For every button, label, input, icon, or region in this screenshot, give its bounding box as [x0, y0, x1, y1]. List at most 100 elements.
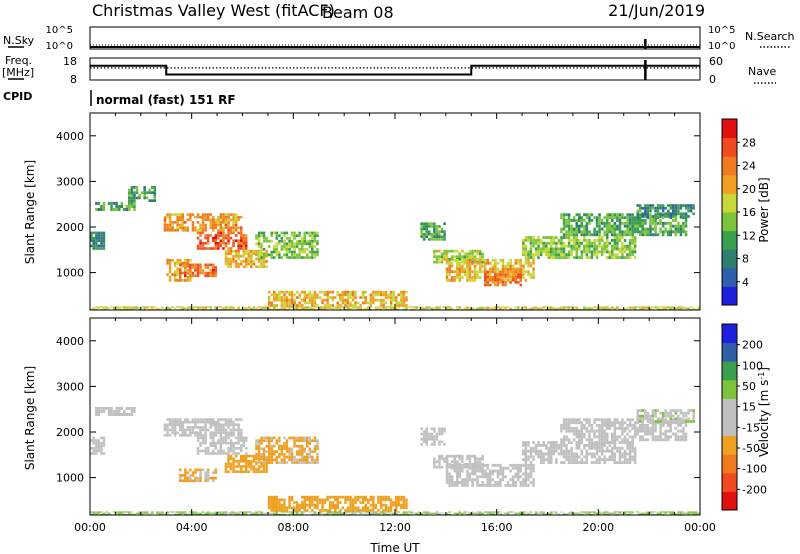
- velocity-xtick-label-1: 04:00: [176, 521, 208, 534]
- power-region-17: [90, 306, 700, 310]
- power-colorbar-segment-6: [722, 174, 737, 194]
- velocity-heatmap: [90, 406, 700, 515]
- power-region-2: [128, 186, 156, 202]
- velocity-xtick-label-3: 12:00: [379, 521, 411, 534]
- nave-ytick-bottom: 0: [709, 73, 716, 86]
- velocity-region-11: [522, 441, 637, 464]
- power-cbar-tick-label-5: 24: [742, 160, 756, 173]
- velocity-colorbar-label-end: ]: [757, 367, 771, 372]
- velocity-xtick-label-5: 20:00: [582, 521, 614, 534]
- power-cbar-tick-label-1: 8: [742, 253, 749, 266]
- nave-label: Nave: [748, 65, 776, 78]
- velocity-ytick-label-3: 4000: [56, 335, 84, 348]
- noise-right-label: N.Search: [745, 30, 795, 43]
- velocity-region-7: [267, 495, 408, 512]
- velocity-region-5: [224, 454, 268, 473]
- velocity-colorbar-segment-5: [722, 398, 737, 418]
- velocity-cbar-tick-label-4: -15: [742, 421, 760, 434]
- power-cbar-tick-label-3: 16: [742, 206, 756, 219]
- velocity-region-6: [255, 436, 319, 464]
- power-heatmap: [90, 186, 700, 310]
- power-region-13: [484, 268, 522, 287]
- velocity-region-1: [95, 406, 136, 416]
- noise-ytick-top-left: 10^5: [46, 25, 73, 36]
- velocity-region-4: [179, 468, 217, 483]
- noise-ytick-bottom-right: 10^0: [708, 41, 735, 52]
- power-colorbar: 4 8 12 16 20 24 28: [721, 118, 756, 306]
- cpid-panel: CPID normal (fast) 151 RF: [3, 90, 236, 107]
- freq-ytick-bottom: 8: [70, 73, 77, 86]
- velocity-xtick-label-2: 08:00: [277, 521, 309, 534]
- velocity-region-2: [163, 418, 243, 437]
- velocity-region-13: [636, 409, 695, 423]
- power-colorbar-segment-4: [722, 212, 737, 232]
- power-frame: [89, 112, 701, 311]
- power-colorbar-segment-0: [722, 286, 737, 306]
- noise-frame: [89, 26, 701, 50]
- velocity-colorbar-segment-8: [722, 342, 737, 362]
- velocity-colorbar-label: Velocity [m s-1]: [757, 367, 771, 457]
- cpid-value: normal (fast) 151 RF: [96, 93, 236, 107]
- velocity-colorbar-segment-9: [722, 324, 737, 344]
- velocity-ytick-label-1: 2000: [56, 426, 84, 439]
- power-cbar-tick-label-0: 4: [742, 276, 749, 289]
- power-ytick-label-0: 1000: [56, 267, 84, 280]
- noise-left-label: N.Sky: [3, 34, 35, 47]
- power-colorbar-segment-9: [722, 119, 737, 139]
- power-ytick-label-2: 3000: [56, 175, 84, 188]
- power-region-1: [95, 201, 136, 211]
- velocity-cbar-tick-label-5: -50: [742, 442, 760, 455]
- velocity-xtick-label-6: 00:00: [684, 521, 716, 534]
- power-colorbar-label: Power [dB]: [757, 177, 771, 242]
- date-label: 21/Jun/2019: [608, 1, 705, 20]
- power-ytick-label-1: 2000: [56, 221, 84, 234]
- velocity-frame: [89, 317, 701, 516]
- velocity-panel: Slant Range [km] 1000 2000 3000 4000 00:00 04…: [23, 317, 771, 554]
- noise-ytick-top-right: 10^5: [708, 25, 735, 36]
- frequency-panel: Freq. [MHz] 18 8 60 0 Nave: [2, 54, 776, 86]
- velocity-region-0: [90, 436, 106, 455]
- velocity-colorbar-label-main: Velocity [m s: [757, 380, 771, 457]
- power-region-10: [420, 222, 446, 241]
- power-colorbar-segment-7: [722, 156, 737, 176]
- velocity-cbar-tick-label-2: 50: [742, 380, 756, 393]
- velocity-colorbar-segment-6: [722, 379, 737, 399]
- velocity-region-14: [90, 511, 700, 515]
- beam-label: Beam 08: [322, 3, 394, 22]
- noise-panel: N.Sky 10^5 10^0 10^5 10^0 N.Search: [3, 25, 795, 52]
- freq-ytick-top: 18: [63, 55, 77, 68]
- station-title: Christmas Valley West (fitACF): [92, 1, 335, 20]
- power-cbar-tick-label-4: 20: [742, 183, 756, 196]
- power-region-16: [636, 204, 695, 218]
- power-colorbar-segment-8: [722, 137, 737, 157]
- power-region-3: [163, 213, 243, 232]
- power-cbar-tick-label-2: 12: [742, 229, 756, 242]
- nave-ytick-top: 60: [709, 55, 723, 68]
- freq-unit-label: [MHz]: [2, 66, 34, 79]
- power-region-0: [90, 231, 106, 250]
- velocity-region-10: [445, 463, 535, 487]
- velocity-cbar-tick-label-0: 200: [742, 339, 763, 352]
- velocity-colorbar-segment-1: [722, 472, 737, 492]
- velocity-ytick-label-0: 1000: [56, 472, 84, 485]
- velocity-xtick-label-0: 00:00: [74, 521, 106, 534]
- velocity-region-12: [560, 418, 688, 442]
- power-colorbar-segment-5: [722, 193, 737, 213]
- power-region-14: [522, 236, 637, 259]
- velocity-colorbar-segment-4: [722, 417, 737, 437]
- velocity-colorbar-frame: [721, 323, 738, 511]
- velocity-cbar-tick-label-1: 100: [742, 359, 763, 372]
- power-region-8: [255, 231, 319, 259]
- velocity-region-8: [420, 427, 446, 446]
- velocity-colorbar-segment-0: [722, 491, 737, 511]
- time-xlabel: Time UT: [369, 541, 420, 554]
- freq-label: Freq.: [5, 54, 32, 67]
- frequency-frame: [89, 57, 701, 81]
- velocity-cbar-tick-label-7: -200: [742, 483, 767, 496]
- velocity-colorbar-label-sup: -1: [757, 372, 766, 380]
- velocity-ylabel: Slant Range [km]: [23, 366, 37, 470]
- velocity-ytick-label-2: 3000: [56, 380, 84, 393]
- velocity-colorbar-segment-7: [722, 361, 737, 381]
- velocity-colorbar-segment-3: [722, 435, 737, 455]
